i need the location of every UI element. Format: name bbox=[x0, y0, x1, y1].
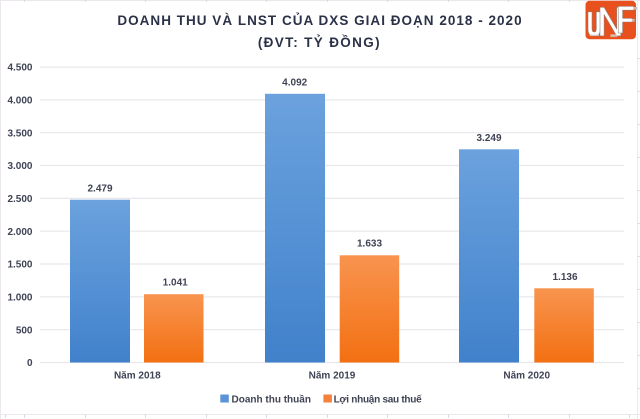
svg-text:3.249: 3.249 bbox=[476, 133, 501, 144]
svg-text:Doanh thu thuần: Doanh thu thuần bbox=[232, 393, 311, 405]
svg-text:1.041: 1.041 bbox=[163, 278, 188, 289]
svg-text:2.500: 2.500 bbox=[7, 194, 32, 205]
svg-text:Năm 2018: Năm 2018 bbox=[114, 371, 161, 382]
svg-text:DOANH THU VÀ LNST CỦA DXS GIAI: DOANH THU VÀ LNST CỦA DXS GIAI ĐOẠN 2018… bbox=[117, 13, 522, 28]
svg-text:2.479: 2.479 bbox=[87, 184, 112, 195]
svg-text:Lợi nhuận sau thuế: Lợi nhuận sau thuế bbox=[334, 393, 423, 405]
svg-text:3.000: 3.000 bbox=[7, 161, 32, 172]
svg-text:1.500: 1.500 bbox=[7, 260, 32, 271]
svg-text:0: 0 bbox=[27, 358, 33, 369]
svg-text:4.500: 4.500 bbox=[7, 63, 32, 74]
svg-text:Năm 2019: Năm 2019 bbox=[309, 371, 356, 382]
svg-text:2.000: 2.000 bbox=[7, 227, 32, 238]
svg-text:3.500: 3.500 bbox=[7, 128, 32, 139]
svg-text:(ĐVT: TỶ ĐỒNG): (ĐVT: TỶ ĐỒNG) bbox=[258, 35, 381, 50]
svg-text:1.136: 1.136 bbox=[552, 272, 577, 283]
svg-text:Năm 2020: Năm 2020 bbox=[503, 371, 550, 382]
svg-text:1.000: 1.000 bbox=[7, 293, 32, 304]
svg-text:1.633: 1.633 bbox=[357, 239, 382, 250]
svg-text:4.000: 4.000 bbox=[7, 96, 32, 107]
svg-text:500: 500 bbox=[16, 325, 33, 336]
svg-text:4.092: 4.092 bbox=[282, 77, 307, 88]
